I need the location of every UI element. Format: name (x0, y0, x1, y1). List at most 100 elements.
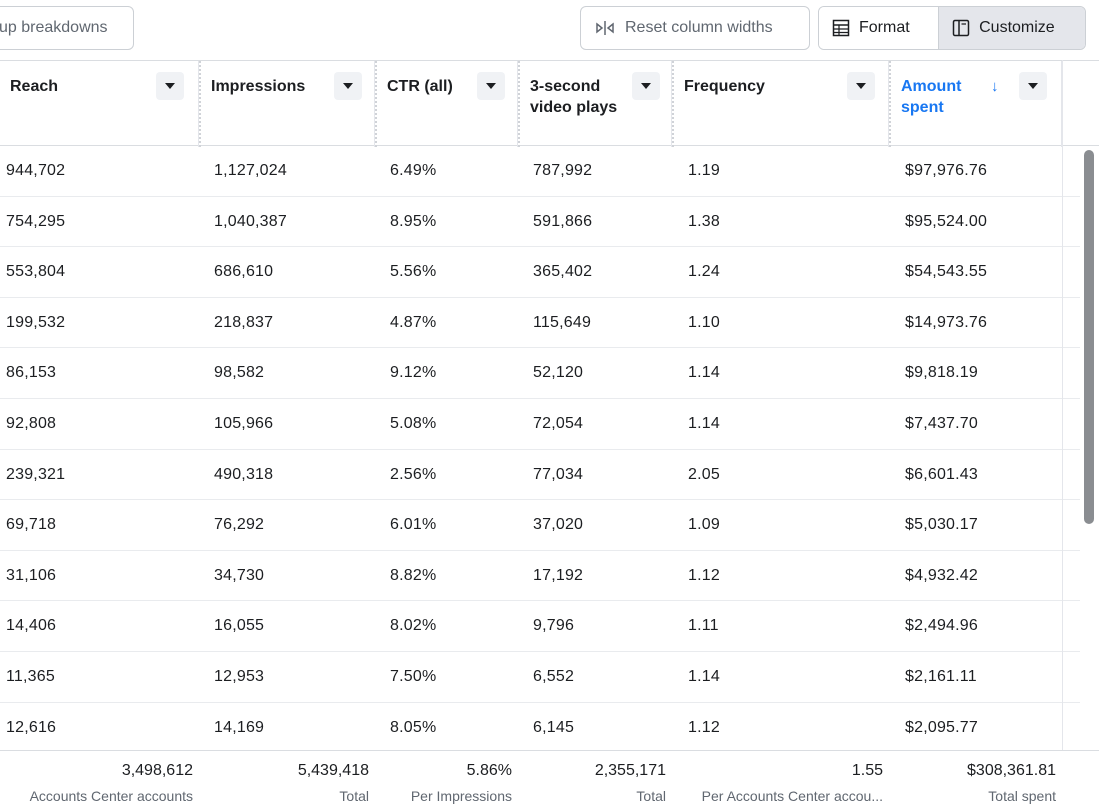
cell-ctr: 8.02% (390, 617, 437, 635)
cell-reach: 754,295 (6, 212, 66, 230)
table-row[interactable]: 14,406 16,055 8.02% 9,796 1.11 $2,494.96 (0, 601, 1080, 652)
table-row[interactable]: 69,718 76,292 6.01% 37,020 1.09 $5,030.17 (0, 500, 1080, 551)
column-menu-dropdown-icon[interactable] (1019, 72, 1047, 100)
total-value: 1.55 (851, 762, 883, 779)
format-table-icon (832, 19, 850, 37)
toolbar: up breakdowns Reset column widths (0, 0, 1099, 60)
cell-frequency: 1.10 (688, 313, 720, 331)
cell-frequency: 1.12 (688, 718, 720, 736)
total-reach: 3,498,612 Accounts Center accounts (0, 751, 199, 808)
format-button[interactable]: Format (819, 7, 939, 49)
table-row[interactable]: 553,804 686,610 5.56% 365,402 1.24 $54,543.55 (0, 247, 1080, 298)
cell-impressions: 1,040,387 (214, 212, 287, 230)
table-row[interactable]: 239,321 490,318 2.56% 77,034 2.05 $6,601.43 (0, 450, 1080, 501)
total-value: 2,355,171 (594, 762, 666, 779)
cell-amount-spent: $9,818.19 (905, 364, 978, 382)
column-menu-dropdown-icon[interactable] (477, 72, 505, 100)
cell-frequency: 1.14 (688, 364, 720, 382)
cell-video-plays: 72,054 (533, 414, 584, 432)
cell-impressions: 12,953 (214, 667, 265, 685)
breakdowns-button[interactable]: up breakdowns (0, 6, 134, 50)
cell-reach: 11,365 (6, 667, 55, 685)
cell-amount-spent: $4,932.42 (905, 566, 978, 584)
cell-reach: 944,702 (6, 162, 66, 179)
vertical-scrollbar[interactable] (1084, 150, 1094, 524)
column-title: Amount spent (901, 78, 962, 116)
cell-ctr: 5.56% (390, 263, 437, 281)
cell-impressions: 1,127,024 (214, 162, 287, 179)
view-segmented-control: Format Customize (818, 6, 1086, 50)
table-header: Reach Impressions CTR (all) 3-second vid… (0, 60, 1099, 147)
cell-reach: 92,808 (6, 414, 57, 432)
cell-impressions: 98,582 (214, 364, 265, 382)
cell-frequency: 1.19 (688, 162, 720, 179)
sort-descending-icon: ↓ (991, 78, 999, 95)
table-row[interactable]: 199,532 218,837 4.87% 115,649 1.10 $14,973.76 (0, 298, 1080, 349)
cell-ctr: 8.05% (390, 718, 437, 736)
total-video-plays: 2,355,171 Total (518, 751, 672, 808)
cell-reach: 69,718 (6, 516, 57, 534)
table-row[interactable]: 944,702 1,127,024 6.49% 787,992 1.19 $97,976.… (0, 146, 1080, 197)
cell-amount-spent: $97,976.76 (905, 162, 988, 179)
customize-button[interactable]: Customize (938, 7, 1085, 49)
column-menu-dropdown-icon[interactable] (156, 72, 184, 100)
cell-frequency: 2.05 (688, 465, 720, 483)
column-divider (1062, 60, 1063, 750)
customize-panel-icon (952, 19, 970, 37)
cell-impressions: 218,837 (214, 313, 274, 331)
cell-ctr: 6.01% (390, 516, 437, 534)
cell-ctr: 8.95% (390, 212, 437, 230)
total-value: 3,498,612 (121, 762, 193, 779)
column-menu-dropdown-icon[interactable] (334, 72, 362, 100)
cell-amount-spent: $7,437.70 (905, 414, 978, 432)
reset-label: Reset column widths (625, 19, 773, 36)
cell-video-plays: 52,120 (533, 364, 584, 382)
cell-frequency: 1.11 (688, 617, 719, 635)
total-value: $308,361.81 (967, 762, 1056, 779)
table-row[interactable]: 86,153 98,582 9.12% 52,120 1.14 $9,818.19 (0, 348, 1080, 399)
column-header-reach[interactable]: Reach (0, 61, 199, 147)
column-header-impressions[interactable]: Impressions (199, 61, 375, 147)
column-menu-dropdown-icon[interactable] (632, 72, 660, 100)
total-label: Per Impressions (410, 788, 512, 804)
total-value: 5.86% (466, 762, 512, 779)
table-row[interactable]: 12,616 14,169 8.05% 6,145 1.12 $2,095.77 (0, 703, 1080, 754)
table-row[interactable]: 754,295 1,040,387 8.95% 591,866 1.38 $95,524.… (0, 197, 1080, 248)
column-menu-dropdown-icon[interactable] (847, 72, 875, 100)
table-row[interactable]: 31,106 34,730 8.82% 17,192 1.12 $4,932.42 (0, 551, 1080, 602)
cell-amount-spent: $14,973.76 (905, 313, 988, 331)
cell-amount-spent: $2,095.77 (905, 718, 978, 736)
cell-reach: 199,532 (6, 313, 66, 331)
column-header-amount-spent[interactable]: Amount spent ↓ (889, 61, 1062, 147)
cell-video-plays: 77,034 (533, 465, 584, 483)
cell-reach: 14,406 (6, 617, 57, 635)
reset-column-widths-button[interactable]: Reset column widths (580, 6, 810, 50)
column-title: Reach (10, 78, 59, 95)
cell-frequency: 1.14 (688, 414, 720, 432)
cell-ctr: 9.12% (390, 364, 437, 382)
cell-reach: 12,616 (6, 718, 57, 736)
cell-amount-spent: $54,543.55 (905, 263, 988, 281)
cell-video-plays: 591,866 (533, 212, 593, 230)
column-header-frequency[interactable]: Frequency (672, 61, 889, 147)
total-frequency: 1.55 Per Accounts Center accou... (672, 751, 889, 808)
cell-frequency: 1.09 (688, 516, 720, 534)
table-row[interactable]: 11,365 12,953 7.50% 6,552 1.14 $2,161.11 (0, 652, 1080, 703)
cell-reach: 86,153 (6, 364, 57, 382)
cell-ctr: 7.50% (390, 667, 437, 685)
total-amount-spent: $308,361.81 Total spent (889, 751, 1062, 808)
total-label: Accounts Center accounts (29, 788, 193, 804)
cell-video-plays: 17,192 (533, 566, 584, 584)
cell-frequency: 1.12 (688, 566, 720, 584)
column-resize-icon (595, 19, 615, 37)
total-label: Total spent (988, 788, 1056, 804)
cell-video-plays: 115,649 (533, 313, 592, 331)
cell-impressions: 34,730 (214, 566, 265, 584)
customize-label: Customize (979, 19, 1055, 36)
cell-video-plays: 37,020 (533, 516, 584, 534)
table-row[interactable]: 92,808 105,966 5.08% 72,054 1.14 $7,437.70 (0, 399, 1080, 450)
cell-ctr: 6.49% (390, 162, 437, 179)
column-header-ctr[interactable]: CTR (all) (375, 61, 518, 147)
column-header-video-plays[interactable]: 3-second video plays (518, 61, 672, 147)
breakdowns-label: up breakdowns (0, 19, 108, 36)
